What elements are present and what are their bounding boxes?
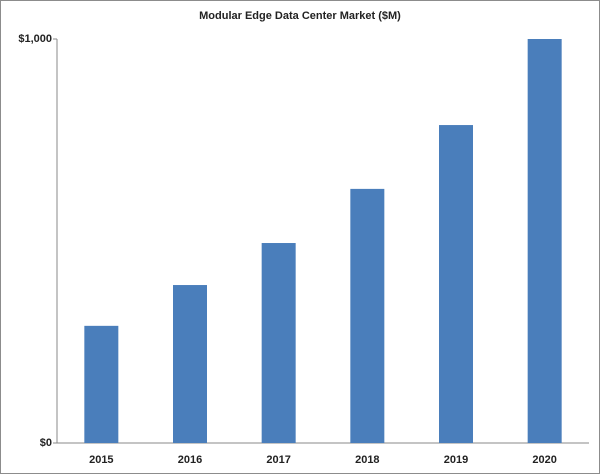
bar <box>84 325 119 443</box>
bar <box>261 243 296 443</box>
x-tick-label: 2015 <box>89 454 113 466</box>
x-tick-label: 2018 <box>355 454 379 466</box>
x-tick-label: 2019 <box>444 454 468 466</box>
x-tick-label: 2016 <box>178 454 202 466</box>
y-tick-label: $0 <box>40 437 52 449</box>
bar <box>439 125 473 443</box>
x-tick-label: 2017 <box>266 454 290 466</box>
bar <box>173 285 207 443</box>
x-tick-label: 2020 <box>532 454 556 466</box>
y-tick-label: $1,000 <box>18 33 52 45</box>
chart-title: Modular Edge Data Center Market ($M) <box>199 10 401 22</box>
bar <box>350 188 385 443</box>
bar <box>527 39 562 443</box>
